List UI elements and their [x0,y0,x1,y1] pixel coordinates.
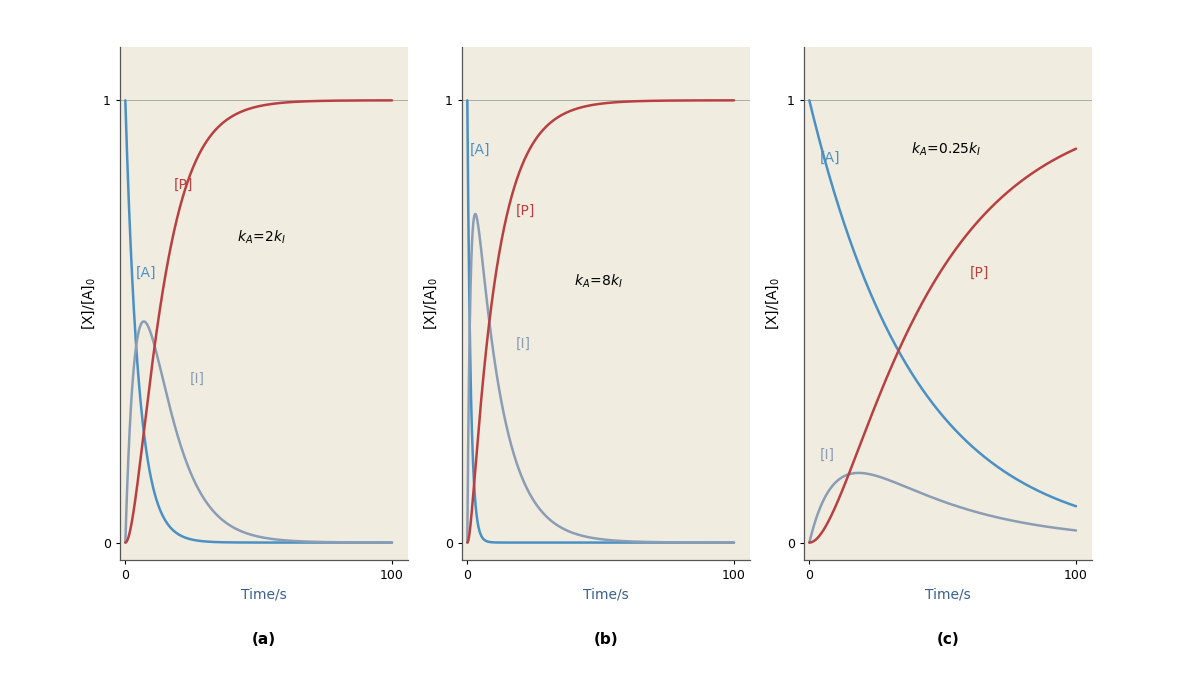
Text: [I]: [I] [190,373,204,386]
Text: [I]: [I] [515,337,530,351]
Text: [P]: [P] [970,266,989,280]
Text: $k_A\!=\!0.25k_I$: $k_A\!=\!0.25k_I$ [911,140,982,158]
Text: [A]: [A] [136,266,156,280]
Text: (a): (a) [252,632,276,647]
Text: [P]: [P] [515,205,535,218]
Text: [I]: [I] [820,448,835,462]
X-axis label: Time/s: Time/s [925,588,971,602]
Text: $k_A\!=\!8k_I$: $k_A\!=\!8k_I$ [574,273,623,290]
Y-axis label: [X]/[A]$_0$: [X]/[A]$_0$ [764,277,781,330]
X-axis label: Time/s: Time/s [583,588,629,602]
Y-axis label: [X]/[A]$_0$: [X]/[A]$_0$ [80,277,97,330]
Text: [P]: [P] [173,178,193,192]
Y-axis label: [X]/[A]$_0$: [X]/[A]$_0$ [422,277,439,330]
Text: (b): (b) [594,632,618,647]
Text: [A]: [A] [469,142,490,157]
Text: [A]: [A] [820,151,840,165]
Text: $k_A\!=\!2k_I$: $k_A\!=\!2k_I$ [238,229,287,246]
Text: (c): (c) [937,632,959,647]
X-axis label: Time/s: Time/s [241,588,287,602]
